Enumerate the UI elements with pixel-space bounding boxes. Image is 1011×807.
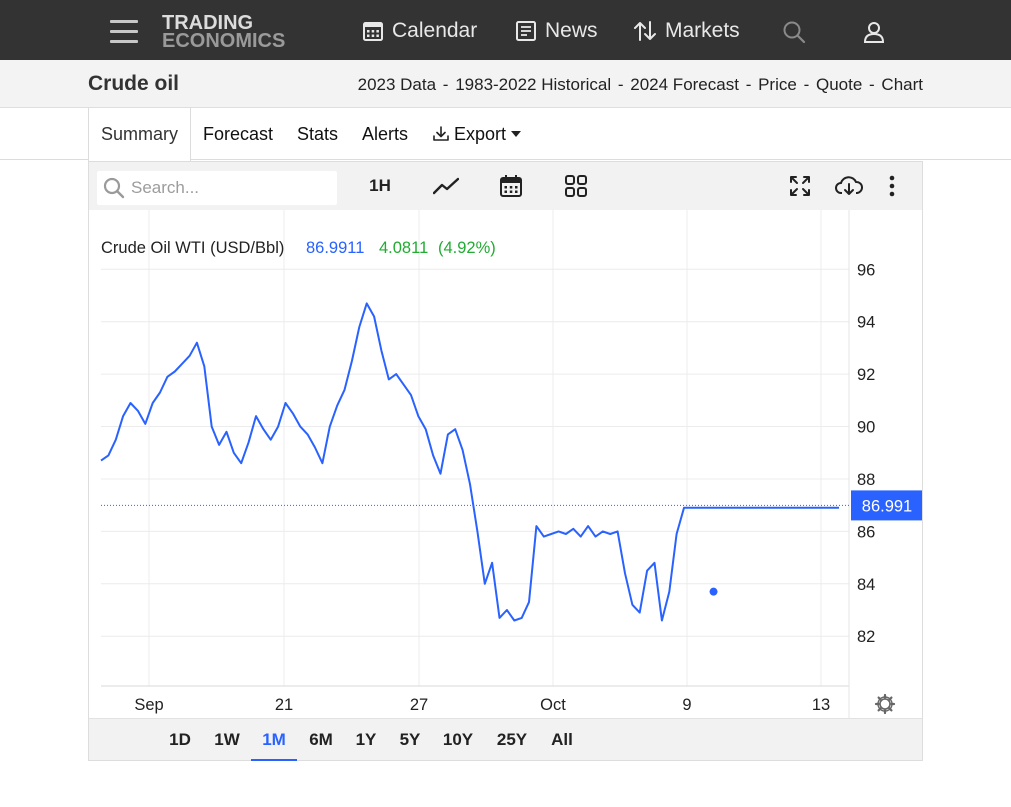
grid-layout-icon[interactable]	[562, 172, 590, 200]
chart-area[interactable]: 82 84 86 88 90 92 94 96 Sep 21 27 Oct 9 13 86.991 Crud…	[89, 210, 923, 718]
range-bar: 1D 1W 1M 6M 1Y 5Y 10Y 25Y All	[89, 718, 922, 761]
nav-news-label: News	[545, 19, 598, 42]
nav-news[interactable]: News	[515, 18, 598, 44]
link-separator: -	[745, 75, 752, 94]
top-navbar: TRADING ECONOMICS Calendar News Markets	[0, 0, 1011, 60]
nav-markets[interactable]: Markets	[633, 18, 740, 44]
price-tag	[851, 490, 923, 521]
search-icon[interactable]	[782, 20, 806, 49]
price-line	[100, 302, 839, 622]
link-separator: -	[617, 75, 624, 94]
title-links: 2023 Data - 1983-2022 Historical - 2024 …	[358, 75, 923, 95]
link-historical[interactable]: 1983-2022 Historical	[455, 75, 612, 94]
x-tick-label: Oct	[540, 696, 566, 714]
calendar-icon	[363, 22, 383, 41]
tab-export[interactable]: Export	[432, 108, 522, 160]
legend-change-pct: (4.92%)	[438, 239, 496, 257]
y-tick-label: 92	[857, 366, 875, 384]
link-separator: -	[803, 75, 810, 94]
price-tag-label: 86.991	[862, 497, 912, 515]
y-tick-label: 90	[857, 419, 875, 437]
tab-summary[interactable]: Summary	[88, 108, 192, 161]
symbol-search[interactable]	[97, 171, 337, 205]
nav-calendar[interactable]: Calendar	[362, 18, 477, 44]
x-tick-label: Sep	[134, 696, 163, 714]
logo-line2: ECONOMICS	[162, 30, 286, 52]
link-2023-data[interactable]: 2023 Data	[357, 75, 437, 94]
x-tick-label: 21	[275, 696, 293, 714]
title-bar: Crude oil 2023 Data - 1983-2022 Historic…	[0, 60, 1011, 108]
range-25y[interactable]: 25Y	[496, 730, 528, 749]
search-icon	[103, 177, 125, 199]
x-tick-label: 13	[812, 696, 830, 714]
range-1d[interactable]: 1D	[169, 730, 191, 749]
nav-markets-label: Markets	[665, 19, 740, 42]
y-tick-label: 94	[857, 314, 875, 332]
more-options-icon[interactable]	[886, 172, 898, 200]
cloud-download-icon[interactable]	[834, 172, 864, 200]
interval-button[interactable]: 1H	[369, 176, 391, 195]
link-forecast[interactable]: 2024 Forecast	[630, 75, 739, 94]
y-tick-label: 84	[857, 576, 875, 594]
news-icon	[516, 21, 536, 41]
logo-line1: TRADING	[162, 12, 254, 34]
nav-calendar-label: Calendar	[392, 19, 478, 42]
legend-name: Crude Oil WTI (USD/Bbl)	[101, 239, 284, 257]
tab-alerts[interactable]: Alerts	[362, 123, 409, 144]
range-1w[interactable]: 1W	[214, 730, 240, 749]
search-input[interactable]	[131, 175, 331, 201]
link-quote[interactable]: Quote	[815, 75, 863, 94]
line-chart-icon[interactable]	[432, 172, 460, 200]
calendar-icon[interactable]	[497, 172, 525, 200]
x-tick-label: 9	[682, 696, 691, 714]
range-all[interactable]: All	[551, 730, 573, 749]
range-1m[interactable]: 1M	[251, 727, 297, 761]
tab-export-label: Export	[454, 123, 507, 144]
range-1y[interactable]: 1Y	[355, 730, 377, 749]
download-icon	[433, 126, 449, 141]
legend-last: 86.9911	[306, 239, 364, 257]
sort-arrows-icon	[634, 21, 656, 41]
range-10y[interactable]: 10Y	[442, 730, 474, 749]
legend-change: 4.0811	[379, 239, 428, 257]
y-tick-label: 96	[857, 261, 875, 279]
fullscreen-icon[interactable]	[786, 172, 814, 200]
tabs-bar: Summary Forecast Stats Alerts Export	[0, 108, 1011, 161]
caret-down-icon	[511, 131, 522, 137]
y-tick-label: 82	[857, 628, 875, 646]
price-marker	[709, 587, 718, 596]
y-tick-label: 88	[857, 471, 875, 489]
gear-icon[interactable]	[874, 693, 896, 715]
menu-icon[interactable]	[110, 20, 138, 44]
link-price[interactable]: Price	[758, 75, 797, 94]
link-separator: -	[869, 75, 875, 94]
chart-toolbar: 1H	[89, 162, 922, 210]
x-tick-label: 27	[410, 696, 428, 714]
tab-forecast[interactable]: Forecast	[203, 123, 274, 144]
tab-stats[interactable]: Stats	[297, 123, 339, 144]
range-5y[interactable]: 5Y	[399, 730, 421, 749]
user-icon[interactable]	[862, 20, 886, 49]
range-6m[interactable]: 6M	[309, 730, 333, 749]
y-tick-label: 86	[857, 523, 875, 541]
logo[interactable]: TRADING ECONOMICS	[162, 12, 286, 52]
link-separator: -	[442, 75, 449, 94]
chart-panel: 1H 82 84 86 88 90 92 94 96 Sep 21 27 Oct 9 13 86.991 C…	[88, 161, 923, 761]
page-title: Crude oil	[88, 72, 180, 95]
price-chart[interactable]: 82 84 86 88 90 92 94 96 Sep 21 27 Oct 9 13 86.991 Crud…	[89, 210, 923, 718]
link-chart[interactable]: Chart	[881, 75, 923, 94]
